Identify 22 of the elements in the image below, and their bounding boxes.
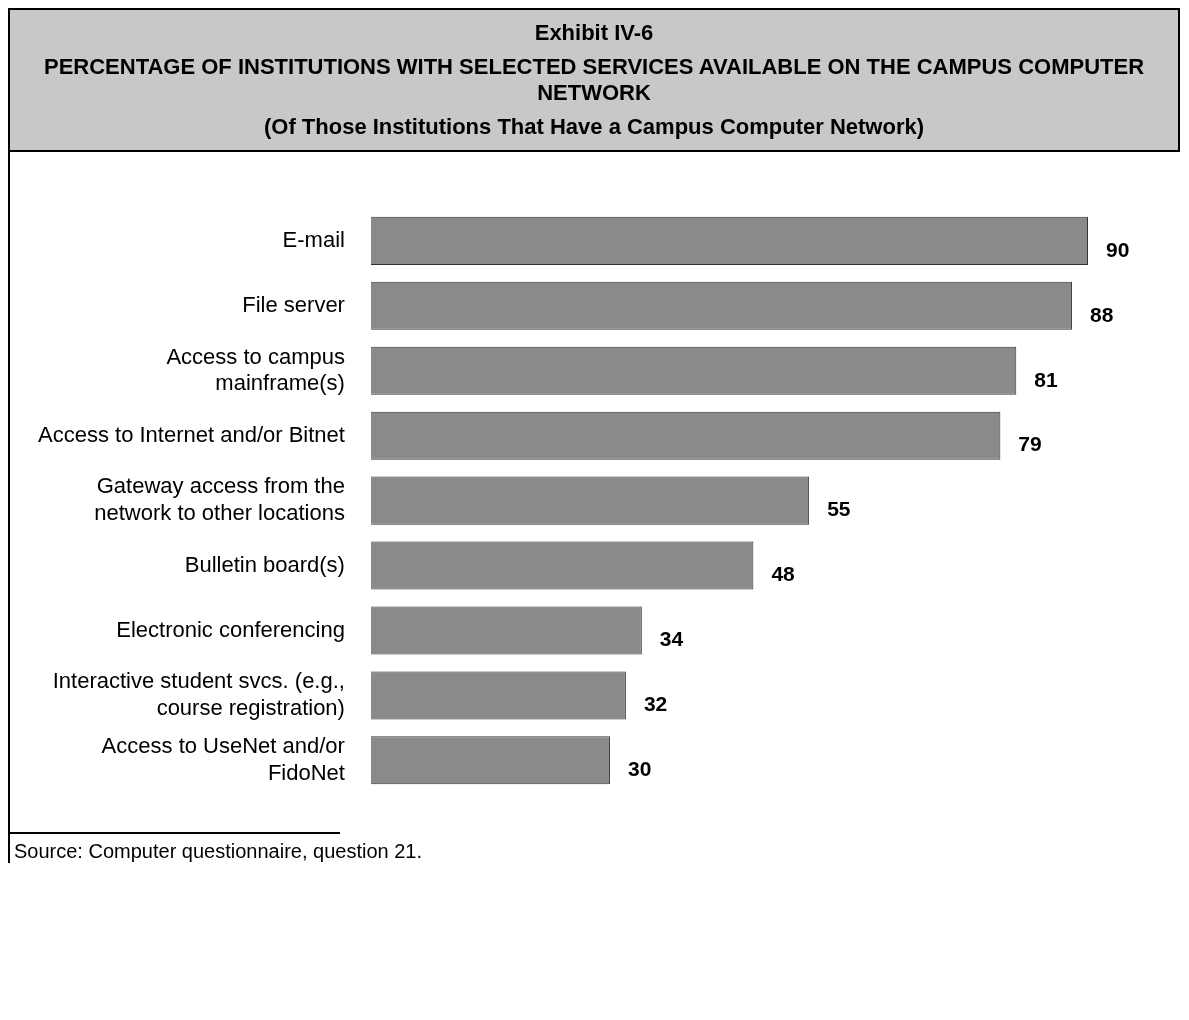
- data-label: 79: [1018, 432, 1042, 456]
- y-tick-label: Bulletin board(s): [184, 551, 345, 577]
- y-tick-label: File server: [242, 291, 345, 317]
- text: (Of Those Institutions That Have a Campus Computer Network): [262, 114, 926, 140]
- chart-subtitle: PERCENTAGE OF INSTITUTIONS WITH SELECTED SERVICES AVAILABLE ON THE CAMPUS COMPUTER NETWORK: [42, 54, 1146, 106]
- data-label: 32: [643, 692, 668, 716]
- y-tick-label: Access to Internet and/or Bitnet: [37, 421, 345, 447]
- data-label: 48: [771, 562, 796, 586]
- data-label: 90: [1106, 237, 1130, 261]
- source-note: Source: Computer questionnaire, question 21.: [13, 839, 424, 863]
- data-label: 30: [627, 757, 652, 781]
- data-label: 55: [827, 497, 851, 521]
- y-tick-label: Gateway access from the network to other locations: [94, 473, 345, 525]
- y-tick-label: Interactive student svcs. (e.g., course registration): [52, 668, 345, 720]
- y-tick-label: Access to UseNet and/or FidoNet: [101, 733, 345, 785]
- y-tick-label: E-mail: [282, 226, 345, 252]
- data-label: 88: [1090, 302, 1114, 326]
- chart-title: Exhibit IV-6: [533, 20, 655, 46]
- data-label: 81: [1034, 367, 1058, 391]
- y-tick-label: Access to campus mainframe(s): [166, 343, 345, 395]
- data-label: 34: [659, 627, 684, 651]
- y-tick-label: Electronic conferencing: [116, 616, 345, 642]
